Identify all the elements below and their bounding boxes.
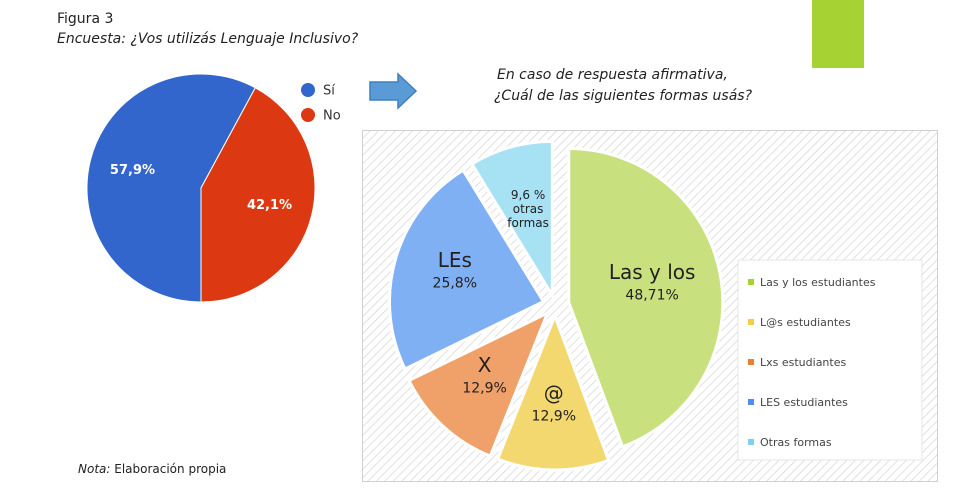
figure-label: Figura 3 bbox=[57, 11, 114, 27]
legend-marker-lxs-estudiantes bbox=[748, 359, 754, 365]
note-label: Nota: bbox=[78, 462, 111, 476]
pie-slice-l-s-estudiantes bbox=[495, 311, 611, 472]
pie-slice-label-otras-formas-1: otras bbox=[513, 202, 544, 216]
legend-label-no: No bbox=[323, 109, 341, 124]
pie-slice-les-estudiantes bbox=[388, 168, 546, 372]
figure-title: Encuesta: ¿Vos utilizás Lenguaje Inclusi… bbox=[57, 31, 359, 47]
pie-slice-label-las-y-los-estudiantes-1: 48,71% bbox=[625, 287, 678, 303]
legend-label-otras-formas: Otras formas bbox=[760, 436, 832, 449]
pie-slice-no bbox=[200, 87, 316, 303]
legend-marker-otras-formas bbox=[748, 439, 754, 445]
pie-slice-label-l-s-estudiantes-0: @ bbox=[544, 381, 564, 405]
pie-slice-label-no: 42,1% bbox=[247, 198, 292, 213]
legend-marker-no bbox=[301, 108, 315, 122]
pie-slice-label-otras-formas-0: 9,6 % bbox=[511, 188, 545, 202]
pie-slice-label-les-estudiantes-1: 25,8% bbox=[433, 276, 477, 292]
pie2-title-line-1: En caso de respuesta afirmativa, bbox=[497, 67, 728, 83]
legend-box bbox=[737, 259, 923, 461]
pie-slice-label-lxs-estudiantes-0: X bbox=[478, 353, 492, 377]
pie-slice-otras-formas bbox=[469, 139, 554, 301]
legend-label-les-estudiantes: LES estudiantes bbox=[760, 396, 848, 409]
pie-chart-forms: Las y los 48,71% @12,9% X 12,9% LEs 25,8% 9,6 %… bbox=[362, 130, 938, 482]
legend-label-las-y-los-estudiantes: Las y los estudiantes bbox=[760, 276, 876, 289]
legend-label-l-s-estudiantes: L@s estudiantes bbox=[760, 316, 851, 329]
pie-slice-label-otras-formas-2: formas bbox=[507, 216, 549, 230]
note: Nota: Elaboración propia bbox=[78, 462, 226, 476]
pie-slice-lxs-estudiantes bbox=[407, 310, 551, 458]
pie-slice-las-y-los-estudiantes bbox=[567, 147, 725, 449]
note-text: Elaboración propia bbox=[110, 462, 227, 476]
legend-marker-si bbox=[301, 83, 315, 97]
pie-slice-label-les-estudiantes-0: LEs bbox=[438, 248, 472, 272]
legend-marker-l-s-estudiantes bbox=[748, 319, 754, 325]
pie-chart-usage: 57,9% 42,1% Sí No bbox=[86, 73, 341, 303]
legend-marker-les-estudiantes bbox=[748, 399, 754, 405]
pie-slice-label-l-s-estudiantes-1: 12,9% bbox=[532, 408, 576, 424]
pie2-title-line-2: ¿Cuál de las siguientes formas usás? bbox=[494, 88, 753, 104]
pie-slice-si bbox=[86, 73, 256, 303]
legend-label-si: Sí bbox=[323, 84, 335, 99]
accent-bar bbox=[812, 0, 864, 68]
legend-marker-las-y-los-estudiantes bbox=[748, 279, 754, 285]
pie-slice-label-lxs-estudiantes-1: 12,9% bbox=[462, 381, 506, 397]
right-arrow-icon bbox=[369, 72, 418, 110]
pie-slice-label-las-y-los-estudiantes-0: Las y los bbox=[609, 260, 696, 284]
legend-label-lxs-estudiantes: Lxs estudiantes bbox=[760, 356, 846, 369]
pie-slice-label-si: 57,9% bbox=[110, 163, 155, 178]
